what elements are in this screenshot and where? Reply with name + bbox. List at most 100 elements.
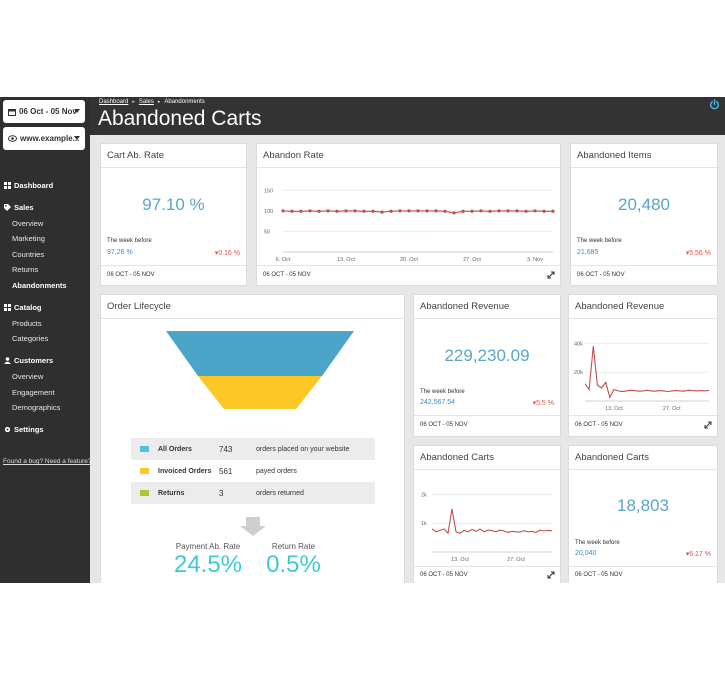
data-point — [461, 209, 465, 213]
divider — [414, 469, 560, 470]
legend-swatch — [140, 468, 149, 474]
abandoned-revenue-card: Abandoned Revenue 229,230.09 The week be… — [413, 294, 561, 437]
breadcrumb-dashboard[interactable]: Dashboard — [99, 99, 129, 105]
divider — [257, 167, 560, 168]
chevron-down-icon — [74, 136, 80, 140]
change-indicator: ▾5.5 % — [533, 399, 554, 407]
expand-icon[interactable] — [547, 571, 555, 579]
caret-down-icon: ▾ — [532, 400, 537, 407]
data-point — [515, 209, 519, 213]
week-before-label: The week before — [577, 238, 622, 244]
sidebar-item-catalog[interactable]: Catalog — [4, 303, 42, 312]
y-tick-label: 100 — [264, 209, 273, 215]
y-tick-label: 150 — [264, 188, 273, 194]
x-tick-label: 6. Oct — [276, 257, 291, 263]
caret-down-icon: ▾ — [214, 250, 219, 257]
sidebar-item-returns[interactable]: Returns — [12, 265, 39, 274]
sidebar-item-countries[interactable]: Countries — [12, 250, 45, 259]
date-footer: 06 OCT - 05 NOV — [107, 272, 155, 278]
expand-icon[interactable] — [547, 271, 555, 279]
data-point — [443, 209, 447, 213]
x-tick-label: 3. Nov — [527, 257, 543, 263]
tag-icon — [4, 204, 11, 211]
week-before-label: The week before — [420, 389, 465, 395]
data-point — [299, 209, 303, 213]
grid-icon — [4, 182, 11, 189]
power-icon — [709, 99, 720, 110]
return-rate-label: Return Rate — [271, 542, 316, 551]
data-point — [533, 209, 537, 213]
week-before-value: 20,040 — [575, 550, 597, 557]
x-tick-label: 13. Oct — [337, 257, 355, 263]
sidebar-item-categories[interactable]: Categories — [12, 334, 49, 343]
data-point — [371, 209, 375, 213]
change-value: 6.17 % — [689, 551, 711, 558]
payment-ab-rate-value: 24.5% — [173, 551, 243, 578]
data-point — [389, 209, 393, 213]
abandoned-revenue-chart-card: Abandoned Revenue 40k 20k 13. Oct 27. Oct 0… — [568, 294, 718, 437]
card-title: Abandoned Carts — [420, 452, 494, 463]
change-indicator: ▾0.16 % — [215, 249, 240, 257]
breadcrumb-sales[interactable]: Sales — [138, 99, 154, 105]
sidebar-item-customers[interactable]: Customers — [4, 356, 53, 365]
sidebar-item-settings[interactable]: Settings — [4, 425, 44, 434]
data-point — [326, 209, 330, 213]
feedback-link[interactable]: Found a bug? Need a feature? — [3, 458, 92, 465]
abandoned-carts-chart: 2k 1k 13. Oct 27. Oct — [421, 492, 553, 563]
breadcrumb-separator: ▸ — [157, 99, 161, 105]
divider — [569, 566, 717, 567]
abandon-rate-card: Abandon Rate 150 100 50 6. Oct 13. Oct 20. Oc… — [256, 143, 561, 286]
power-button[interactable] — [709, 97, 720, 115]
legend-swatch — [140, 490, 149, 496]
sidebar-item-engagement[interactable]: Engagement — [12, 388, 55, 397]
data-point — [335, 209, 339, 213]
sidebar-item-marketing[interactable]: Marketing — [12, 234, 45, 243]
return-rate-value: 0.5% — [266, 551, 321, 578]
sidebar-item-customers-overview[interactable]: Overview — [12, 372, 44, 381]
date-range-dropdown[interactable]: 06 Oct - 05 Nov — [3, 100, 85, 123]
data-point — [416, 209, 420, 213]
card-title: Abandoned Revenue — [575, 301, 665, 312]
data-point — [425, 209, 429, 213]
caret-down-icon: ▾ — [685, 250, 690, 257]
sidebar: 06 Oct - 05 Nov www.example... Dashboard — [0, 97, 92, 583]
week-before-value: 97.26 % — [107, 249, 133, 256]
expand-icon[interactable] — [704, 421, 712, 429]
sidebar-item-label: Settings — [14, 425, 44, 434]
eye-icon — [8, 135, 17, 142]
site-value: www.example... — [20, 134, 80, 143]
legend-name: Invoiced Orders — [158, 467, 212, 475]
kpi-value: 97.10 % — [142, 195, 205, 214]
y-tick-label: 1k — [421, 521, 427, 527]
sidebar-item-sales[interactable]: Sales — [4, 203, 34, 212]
lifecycle-legend: All Orders 743 orders placed on your web… — [131, 438, 375, 504]
card-title: Abandoned Revenue — [420, 301, 510, 312]
data-point — [308, 209, 312, 213]
abandon-rate-chart: 150 100 50 6. Oct 13. Oct 20. Oct 27. Oct 3. No… — [264, 188, 555, 263]
legend-desc: payed orders — [256, 467, 297, 475]
week-before-value: 242,567.54 — [420, 399, 456, 406]
date-footer: 06 OCT - 05 NOV — [420, 572, 468, 578]
divider — [569, 415, 717, 416]
sidebar-item-products[interactable]: Products — [12, 319, 42, 328]
catalog-icon — [4, 304, 11, 311]
x-tick-label: 27. Oct — [663, 406, 681, 412]
sidebar-item-abandonments[interactable]: Abandonments — [12, 281, 67, 290]
caret-down-icon: ▾ — [685, 551, 690, 558]
funnel-all-orders — [166, 331, 354, 376]
y-tick-label: 50 — [264, 229, 270, 235]
divider — [414, 415, 560, 416]
app: 06 Oct - 05 Nov www.example... Dashboard — [0, 97, 725, 583]
abandoned-items-card: Abandoned Items 20,480 The week before 2… — [570, 143, 718, 286]
breadcrumb-abandonments: Abandonments — [164, 99, 205, 105]
data-point — [290, 209, 294, 213]
site-dropdown[interactable]: www.example... — [3, 127, 85, 150]
legend-count: 561 — [219, 466, 233, 476]
data-point — [542, 209, 546, 213]
sidebar-item-dashboard[interactable]: Dashboard — [4, 181, 53, 190]
sidebar-item-demographics[interactable]: Demographics — [12, 403, 61, 412]
card-title: Order Lifecycle — [107, 301, 171, 312]
data-point — [551, 209, 555, 213]
sidebar-item-sales-overview[interactable]: Overview — [12, 219, 44, 228]
date-footer: 06 OCT - 05 NOV — [577, 272, 625, 278]
